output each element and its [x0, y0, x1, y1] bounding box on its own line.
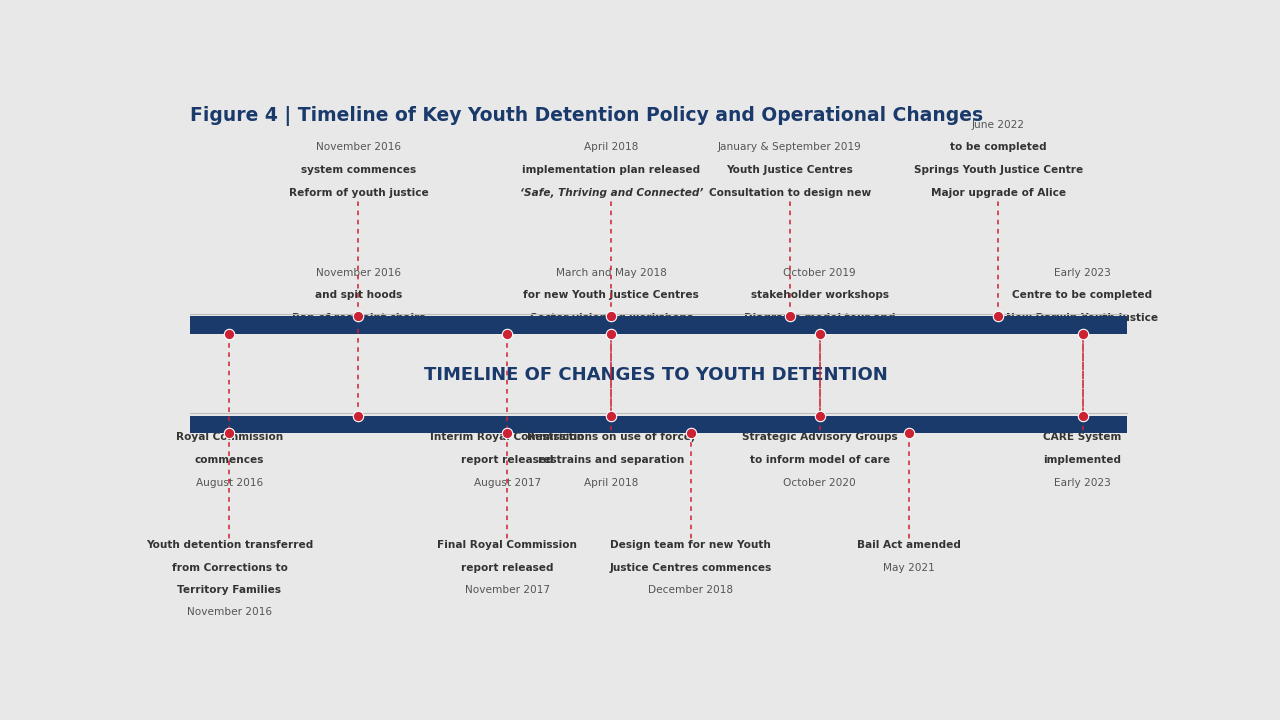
- Text: from Corrections to: from Corrections to: [172, 562, 288, 572]
- Text: Ban of restraint chairs: Ban of restraint chairs: [292, 312, 425, 323]
- Text: April 2018: April 2018: [584, 143, 639, 153]
- Text: CARE System: CARE System: [1043, 432, 1121, 442]
- Text: implementation plan released: implementation plan released: [522, 165, 700, 175]
- Text: Springs Youth Justice Centre: Springs Youth Justice Centre: [914, 165, 1083, 175]
- Text: Reform of youth justice: Reform of youth justice: [288, 188, 429, 198]
- Text: New Darwin Youth Justice: New Darwin Youth Justice: [1006, 312, 1158, 323]
- FancyBboxPatch shape: [189, 415, 1128, 433]
- Text: October 2020: October 2020: [783, 478, 856, 487]
- Text: Justice Centres commences: Justice Centres commences: [609, 562, 772, 572]
- Text: November 2016: November 2016: [316, 143, 401, 153]
- Text: January & September 2019: January & September 2019: [718, 143, 861, 153]
- Text: Strategic Advisory Groups: Strategic Advisory Groups: [742, 432, 897, 442]
- Text: ‘Safe, Thriving and Connected’: ‘Safe, Thriving and Connected’: [520, 188, 703, 198]
- Text: restrains and separation: restrains and separation: [538, 455, 685, 465]
- Text: August 2017: August 2017: [474, 478, 540, 487]
- Text: Figure 4 | Timeline of Key Youth Detention Policy and Operational Changes: Figure 4 | Timeline of Key Youth Detenti…: [189, 106, 983, 126]
- Text: Royal Commission: Royal Commission: [175, 432, 283, 442]
- Text: April 2018: April 2018: [584, 478, 639, 487]
- Text: Early 2023: Early 2023: [1055, 478, 1111, 487]
- Text: to inform model of care: to inform model of care: [750, 455, 890, 465]
- Text: Restrictions on use of force,: Restrictions on use of force,: [527, 432, 695, 442]
- Text: commences: commences: [195, 455, 264, 465]
- Text: March and May 2018: March and May 2018: [556, 269, 667, 278]
- Text: June 2022: June 2022: [972, 120, 1025, 130]
- Text: TIMELINE OF CHANGES TO YOUTH DETENTION: TIMELINE OF CHANGES TO YOUTH DETENTION: [424, 366, 888, 384]
- Text: system commences: system commences: [301, 165, 416, 175]
- Text: Major upgrade of Alice: Major upgrade of Alice: [931, 188, 1066, 198]
- Text: Sector visioning workshops: Sector visioning workshops: [530, 312, 692, 323]
- FancyBboxPatch shape: [189, 316, 1128, 333]
- Text: Bail Act amended: Bail Act amended: [858, 541, 961, 551]
- Text: November 2016: November 2016: [187, 607, 271, 617]
- Text: to be completed: to be completed: [950, 143, 1047, 153]
- Text: Territory Families: Territory Families: [178, 585, 282, 595]
- Text: August 2016: August 2016: [196, 478, 262, 487]
- Text: report released: report released: [461, 455, 553, 465]
- Text: Final Royal Commission: Final Royal Commission: [438, 541, 577, 551]
- Text: Design team for new Youth: Design team for new Youth: [611, 541, 771, 551]
- Text: Consultation to design new: Consultation to design new: [709, 188, 872, 198]
- Text: Diagrama model tour and: Diagrama model tour and: [744, 312, 896, 323]
- Text: Youth detention transferred: Youth detention transferred: [146, 541, 314, 551]
- Text: implemented: implemented: [1043, 455, 1121, 465]
- Text: stakeholder workshops: stakeholder workshops: [750, 290, 888, 300]
- Text: Youth Justice Centres: Youth Justice Centres: [727, 165, 854, 175]
- Text: Early 2023: Early 2023: [1055, 269, 1111, 278]
- Text: Interim Royal Commission: Interim Royal Commission: [430, 432, 584, 442]
- Text: for new Youth Justice Centres: for new Youth Justice Centres: [524, 290, 699, 300]
- Text: November 2016: November 2016: [316, 269, 401, 278]
- Text: October 2019: October 2019: [783, 269, 856, 278]
- Text: November 2017: November 2017: [465, 585, 549, 595]
- Text: Centre to be completed: Centre to be completed: [1012, 290, 1152, 300]
- Text: May 2021: May 2021: [883, 562, 934, 572]
- Text: and spit hoods: and spit hoods: [315, 290, 402, 300]
- Text: report released: report released: [461, 562, 553, 572]
- Text: December 2018: December 2018: [648, 585, 733, 595]
